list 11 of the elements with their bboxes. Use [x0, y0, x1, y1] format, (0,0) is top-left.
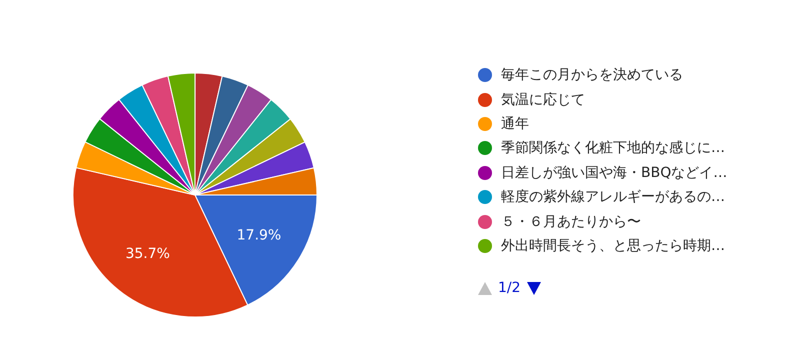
data-label: 17.9%	[236, 227, 282, 244]
legend-label: 軽度の紫外線アレルギーがあるの…	[501, 188, 725, 206]
legend-label: 通年	[501, 114, 529, 133]
legend-label: 気温に応じて	[501, 90, 585, 109]
data-label: 35.7%	[125, 246, 170, 262]
legend-label: 季節関係なく化粧下地的な感じに…	[501, 139, 725, 158]
text: 1/2	[498, 280, 521, 296]
legend-label: 日差しが強い国や海・BBQなどイ…	[501, 164, 728, 182]
legend-label: ５・６月あたりから〜	[501, 212, 641, 231]
legend-label: 毎年この月からを決めている	[501, 66, 683, 84]
legend-label: 外出時間長そう、と思ったら時期…	[501, 236, 725, 255]
